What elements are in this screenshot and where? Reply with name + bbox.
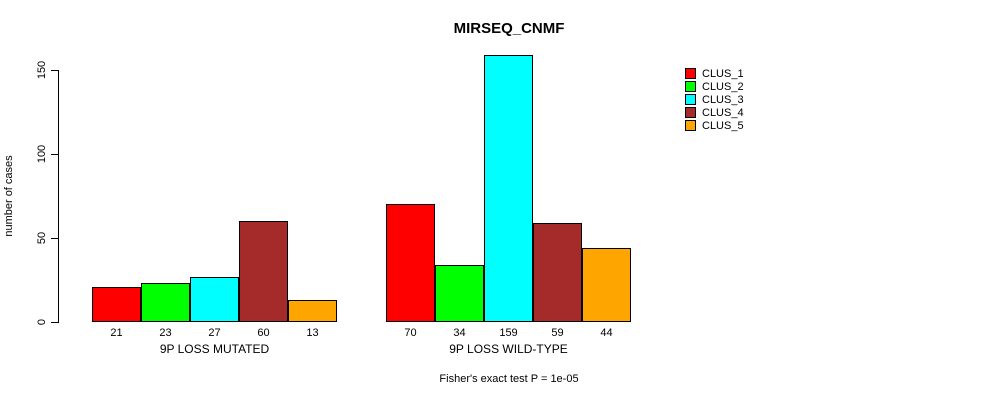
- bar-clus_4: [533, 223, 582, 322]
- legend-swatch: [685, 120, 696, 131]
- bar-clus_2: [141, 283, 190, 322]
- bar-value-label: 23: [159, 327, 172, 339]
- y-axis-tick-label: 0: [36, 318, 48, 326]
- legend-item: CLUS_5: [685, 119, 744, 132]
- group-axis-label: 9P LOSS MUTATED: [159, 342, 270, 356]
- group-axis-label: 9P LOSS WILD-TYPE: [449, 342, 568, 356]
- bar-clus_3: [484, 55, 533, 322]
- bar-clus_5: [288, 300, 337, 322]
- legend-swatch: [685, 94, 696, 105]
- bar-value-label: 60: [257, 327, 270, 339]
- bar-clus_5: [582, 248, 631, 322]
- bar-value-label: 70: [404, 327, 417, 339]
- bar-clus_3: [190, 277, 239, 322]
- y-axis-tick: [51, 70, 58, 71]
- y-axis-label: number of cases: [3, 155, 15, 237]
- legend-item-label: CLUS_3: [702, 93, 744, 106]
- bar-value-label: 44: [600, 327, 613, 339]
- bar-value-label: 59: [551, 327, 564, 339]
- y-axis-tick-label: 50: [36, 231, 48, 245]
- legend-swatch: [685, 81, 696, 92]
- legend-item: CLUS_4: [685, 106, 744, 119]
- bar-value-label: 159: [499, 327, 518, 339]
- chart-title: MIRSEQ_CNMF: [453, 20, 565, 37]
- legend-item-label: CLUS_2: [702, 80, 744, 93]
- legend-item-label: CLUS_5: [702, 119, 744, 132]
- y-axis-tick: [51, 154, 58, 155]
- bar-value-label: 21: [110, 327, 123, 339]
- legend-item-label: CLUS_4: [702, 106, 744, 119]
- y-axis-tick: [51, 238, 58, 239]
- legend-swatch: [685, 68, 696, 79]
- bar-clus_2: [435, 265, 484, 322]
- bar-clus_1: [92, 287, 141, 322]
- bar-value-label: 27: [208, 327, 221, 339]
- legend-item: CLUS_3: [685, 93, 744, 106]
- y-axis-line: [58, 70, 59, 323]
- y-axis-tick: [51, 322, 58, 323]
- bar-value-label: 34: [453, 327, 466, 339]
- bar-clus_4: [239, 221, 288, 322]
- bar-clus_1: [386, 204, 435, 322]
- annotation-fisher-test: Fisher's exact test P = 1e-05: [439, 373, 579, 385]
- legend-item: CLUS_2: [685, 80, 744, 93]
- y-axis-tick-label: 150: [36, 60, 48, 80]
- legend-item: CLUS_1: [685, 67, 744, 80]
- legend-item-label: CLUS_1: [702, 67, 744, 80]
- bar-value-label: 13: [306, 327, 319, 339]
- legend: CLUS_1 CLUS_2 CLUS_3 CLUS_4 CLUS_5: [685, 67, 744, 132]
- y-axis-tick-label: 100: [36, 144, 48, 164]
- legend-swatch: [685, 107, 696, 118]
